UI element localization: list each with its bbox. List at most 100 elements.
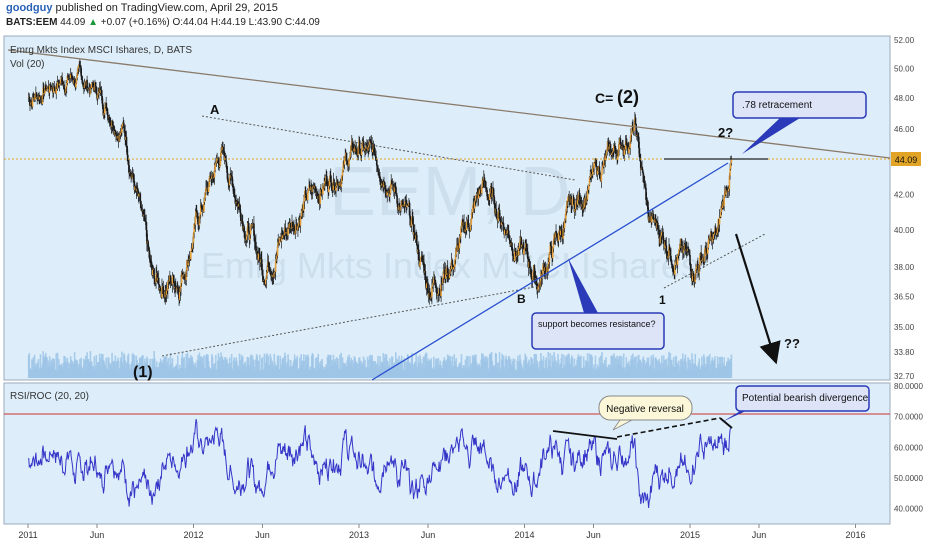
candle-body (40, 96, 42, 100)
candle-body (377, 170, 380, 175)
candle-body (109, 123, 112, 126)
candle-body (470, 218, 473, 225)
candle-body (71, 76, 74, 81)
candle-body (249, 234, 251, 241)
volume-bar (114, 355, 117, 378)
author-link[interactable]: goodguy (6, 2, 53, 14)
candle-body (507, 230, 510, 236)
candle-body (376, 165, 379, 168)
candle-body (258, 253, 260, 254)
candle-body (215, 161, 218, 164)
candle-body (567, 197, 569, 202)
candle-body (526, 249, 528, 252)
candle-body (246, 227, 249, 236)
volume-bar (261, 357, 264, 378)
candle-body (720, 211, 722, 217)
candle-body (44, 85, 47, 91)
candle-body (450, 268, 452, 270)
candle-body (588, 177, 591, 185)
callout-negative-reversal[interactable]: Negative reversal (598, 395, 693, 431)
candle-body (373, 144, 375, 153)
candle-body (651, 216, 653, 223)
candle-body (512, 255, 515, 259)
candle-body (664, 241, 667, 246)
time-axis: 2011 Jun 2012 Jun 2013 Jun 2014 Jun 2015 Jun 2016 (18, 524, 866, 540)
candle-body (535, 278, 538, 284)
candle-body (146, 229, 148, 244)
candle-body (637, 134, 639, 137)
candle-body (544, 267, 547, 272)
candle-body (429, 292, 431, 298)
candle-body (140, 201, 142, 207)
candle-body (630, 134, 632, 141)
candle-body (144, 219, 147, 222)
candle-body (451, 260, 454, 266)
candle-body (502, 222, 504, 224)
candle-body (41, 95, 44, 104)
callout-support-text: support becomes resistance? (538, 319, 656, 329)
volume-bar (580, 355, 582, 378)
candle-body (355, 149, 358, 151)
candle-body (290, 227, 293, 229)
volume-bar (368, 355, 371, 378)
candle-body (127, 161, 130, 166)
callout-bearish-divergence[interactable]: Potential bearish divergence (722, 385, 870, 422)
candle-body (490, 186, 493, 198)
volume-label: Vol (20) (10, 59, 44, 70)
price-tick-label: 40.00 (894, 226, 915, 235)
candle-body (699, 255, 701, 266)
candle-body (185, 270, 188, 280)
candle-body (487, 197, 490, 200)
callout-retracement[interactable]: .78 retracement (732, 91, 867, 154)
candle-body (294, 231, 297, 234)
candle-body (345, 152, 348, 161)
volume-bar (652, 354, 655, 378)
candle-body (660, 235, 662, 238)
candle-body (247, 223, 250, 231)
dotted-trendline-right (663, 233, 766, 289)
candle-body (674, 262, 677, 265)
volume-bar (513, 358, 516, 378)
candle-body (305, 195, 308, 199)
volume-bar (259, 354, 261, 378)
candle-body (576, 196, 579, 205)
time-tick-label: Jun (90, 530, 105, 540)
candle-body (138, 193, 140, 197)
candle-body (582, 208, 584, 210)
candle-body (231, 176, 234, 186)
candle-body (479, 189, 481, 195)
candle-body (386, 191, 389, 196)
candle-body (551, 248, 554, 259)
volume-bar (486, 357, 489, 378)
candle-body (147, 241, 149, 247)
candle-body (209, 175, 212, 178)
candle-body (174, 286, 177, 290)
candle-body (390, 180, 392, 188)
volume-bar (66, 357, 69, 378)
candle-body (623, 147, 626, 155)
candle-body (266, 271, 268, 276)
time-tick-label: Jun (586, 530, 601, 540)
candle-body (513, 250, 516, 261)
candle-body (600, 174, 603, 182)
candle-body (235, 202, 237, 204)
candle-body (229, 174, 232, 178)
candle-body (689, 255, 691, 265)
candle-body (101, 96, 104, 104)
callout-support[interactable]: support becomes resistance? (531, 258, 665, 350)
candle-body (608, 146, 611, 150)
candle-body (433, 277, 435, 284)
candle-body (403, 204, 406, 207)
candle-body (153, 268, 155, 279)
volume-bar (594, 355, 597, 378)
candle-body (141, 209, 144, 211)
candle-body (212, 173, 215, 179)
volume-bar (451, 356, 454, 378)
candle-body (676, 255, 679, 265)
candle-body (157, 277, 160, 285)
volume-bar (678, 360, 680, 378)
candle-body (498, 209, 501, 218)
candle-body (414, 232, 416, 240)
candle-body (662, 239, 665, 244)
